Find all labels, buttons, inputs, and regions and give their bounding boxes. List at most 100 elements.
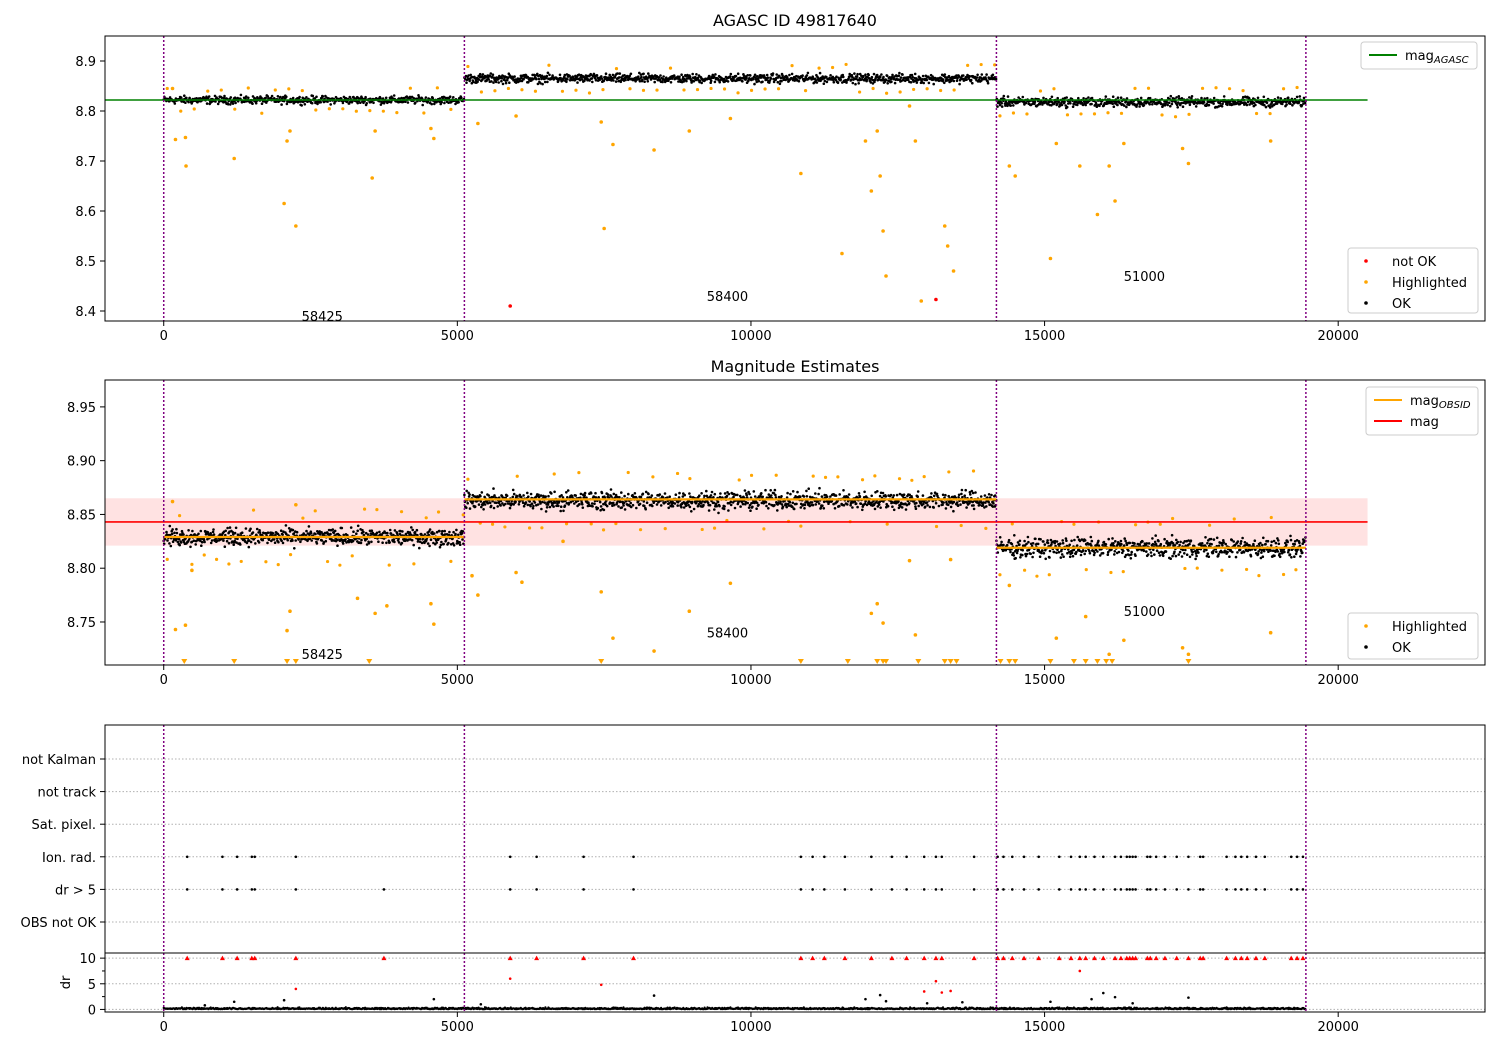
ok-point — [757, 79, 761, 83]
ok-point — [947, 503, 950, 507]
ok-point — [1296, 548, 1299, 551]
ok-point — [703, 494, 706, 498]
ok-point — [796, 490, 799, 494]
ok-point — [589, 72, 592, 76]
ok-point — [273, 541, 277, 544]
ok-point — [692, 507, 696, 511]
ok-point — [959, 503, 962, 506]
legend-label: mag — [1410, 415, 1439, 430]
ok-point — [384, 96, 388, 100]
ok-point — [1238, 548, 1242, 552]
ok-point — [897, 500, 900, 503]
ok-point — [594, 491, 597, 495]
x-tick-label: 15000 — [1024, 329, 1065, 344]
ok-point — [493, 494, 496, 497]
highlighted-point — [260, 111, 264, 115]
ok-point — [1093, 551, 1096, 554]
ok-point — [935, 492, 939, 496]
flag-row-label: Ion. rad. — [42, 851, 96, 866]
ok-point — [540, 77, 543, 81]
ok-point — [558, 73, 562, 77]
ok-point — [1083, 539, 1087, 542]
ok-point — [1000, 540, 1003, 544]
ok-point — [612, 501, 615, 505]
highlighted-point — [601, 528, 606, 532]
ok-point — [1024, 554, 1028, 558]
ok-point — [352, 530, 355, 533]
ok-point — [400, 96, 403, 100]
highlighted-point — [373, 611, 377, 616]
ok-point — [1202, 100, 1206, 104]
ok-point — [907, 78, 910, 82]
ok-point — [1188, 103, 1192, 107]
ok-point — [925, 78, 929, 82]
ok-point — [694, 502, 698, 505]
ok-point — [1056, 548, 1059, 551]
ok-point — [765, 78, 768, 82]
highlighted-point — [362, 507, 367, 511]
ok-point — [249, 527, 252, 531]
ok-point — [728, 75, 732, 78]
ok-point — [647, 72, 650, 75]
ok-point — [847, 493, 851, 496]
ok-point — [1180, 555, 1184, 558]
clipped-point-marker — [1070, 659, 1077, 664]
ok-point — [723, 505, 726, 508]
ok-point — [645, 501, 649, 505]
ok-point — [539, 82, 542, 85]
ok-point — [612, 492, 616, 496]
ok-point — [316, 102, 319, 106]
flag-row-label: not track — [37, 786, 96, 801]
ok-point — [1302, 96, 1306, 100]
highlighted-point — [239, 559, 243, 564]
ok-point — [943, 73, 947, 76]
ok-point — [344, 538, 347, 541]
ok-point — [838, 504, 841, 508]
ok-point — [1294, 552, 1298, 556]
highlighted-point — [206, 89, 210, 93]
ok-point — [644, 490, 648, 494]
ok-point — [1116, 103, 1119, 107]
ok-point — [581, 503, 584, 506]
ok-point — [854, 82, 857, 86]
ok-point — [963, 494, 966, 498]
highlighted-point — [449, 559, 453, 563]
ok-point — [1000, 101, 1003, 105]
ok-point — [1241, 536, 1244, 540]
ok-point — [913, 72, 917, 76]
ok-point — [591, 505, 594, 508]
ok-point — [440, 540, 443, 544]
ok-point — [1008, 101, 1011, 105]
highlighted-point — [233, 107, 237, 111]
ok-point — [968, 502, 971, 505]
ok-point — [791, 490, 795, 493]
ok-point — [366, 533, 370, 536]
ok-point — [1099, 102, 1103, 106]
ok-point — [414, 101, 417, 104]
highlighted-point — [476, 593, 480, 597]
ok-point — [553, 490, 556, 494]
ok-point — [247, 539, 251, 542]
ok-point — [673, 502, 677, 505]
highlighted-point — [1079, 112, 1083, 116]
ok-point — [792, 507, 796, 511]
highlighted-point — [1170, 516, 1175, 521]
ok-point — [356, 101, 360, 105]
ok-point — [876, 490, 879, 493]
ok-point — [226, 526, 229, 530]
ok-point — [583, 491, 587, 495]
ok-point — [994, 77, 998, 81]
ok-point — [1236, 551, 1239, 554]
highlighted-point — [493, 89, 497, 93]
ok-point — [1217, 553, 1220, 556]
highlighted-point — [776, 87, 781, 91]
ok-point — [351, 539, 355, 543]
ok-point — [842, 75, 845, 79]
ok-point — [334, 95, 338, 99]
ok-point — [543, 80, 547, 84]
ok-point — [1212, 102, 1215, 105]
highlighted-point — [527, 526, 532, 530]
highlighted-point — [424, 516, 428, 520]
ok-point — [1229, 549, 1233, 552]
ok-point — [1237, 100, 1240, 103]
